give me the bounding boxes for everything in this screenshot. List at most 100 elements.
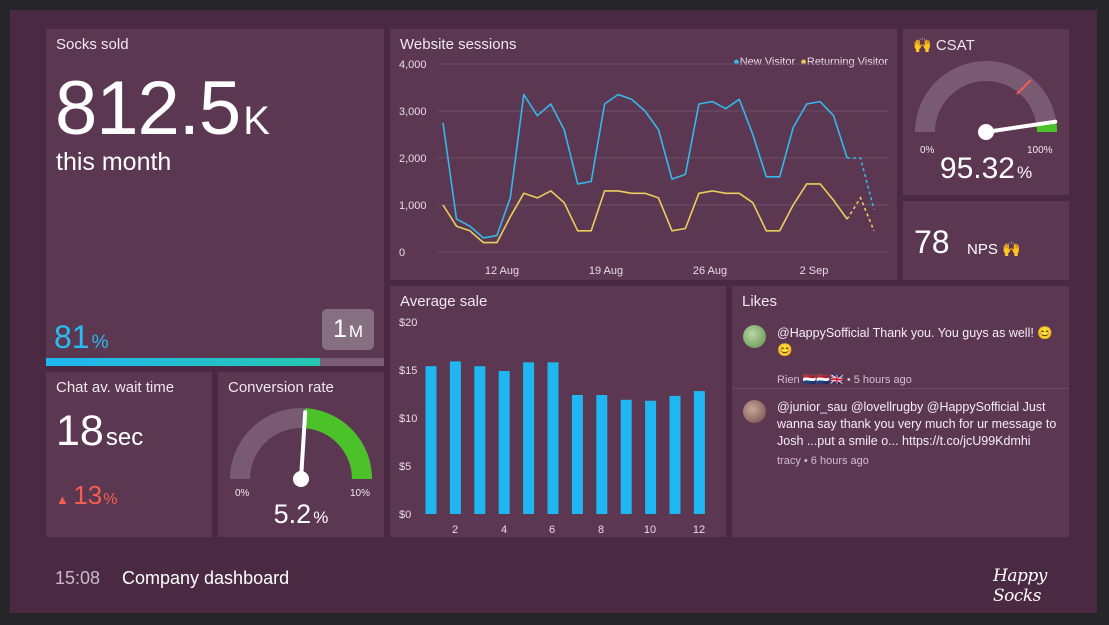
socks-goal-value: 1 [332, 315, 347, 343]
sessions-y-tick: 1,000 [399, 200, 427, 212]
returning-visitor-projection [846, 196, 875, 232]
returning-visitor-line [442, 183, 848, 244]
legend-dot-new: ● [733, 56, 740, 68]
csat-needle-hub [978, 124, 994, 140]
csat-max-label: 100% [1027, 145, 1053, 156]
sessions-y-tick: 0 [399, 247, 405, 259]
conversion-panel: Conversion rate 0% 10% 5.2% [218, 372, 384, 537]
conversion-needle-hub [293, 471, 309, 487]
avg-sale-x-tick: 12 [693, 524, 705, 536]
csat-unit: % [1016, 163, 1033, 182]
average-sale-bar [596, 395, 608, 514]
csat-target-marker [1016, 79, 1032, 95]
avg-sale-x-tick: 8 [598, 524, 604, 536]
avg-sale-y-tick: $20 [399, 317, 417, 329]
sessions-y-tick: 4,000 [399, 59, 427, 71]
conversion-value: 5.2 [273, 499, 312, 529]
csat-gauge-track [915, 61, 1057, 133]
average-sale-panel: Average sale $20 $15 $10 $5 $0 2 4 6 8 1… [390, 286, 726, 537]
nps-label: NPS 🙌 [967, 241, 1021, 258]
avatar [743, 400, 766, 423]
chat-wait-panel: Chat av. wait time 18sec ▲ 13% [46, 372, 212, 537]
trend-up-icon: ▲ [56, 492, 69, 507]
socks-sold-unit: K [243, 99, 270, 143]
sessions-panel: Website sessions ●New Visitor ●Returning… [390, 29, 897, 280]
sessions-title: Website sessions [400, 36, 517, 53]
average-sale-bar [425, 366, 437, 514]
like-item-meta: Rien 🇳🇱🇳🇱🇬🇧 • 5 hours ago [777, 374, 912, 386]
legend-new-visitor: New Visitor [739, 56, 796, 68]
socks-progress-track [46, 358, 384, 366]
csat-title: 🙌 CSAT [913, 37, 975, 54]
like-item: @HappySofficial Thank you. You guys as w… [732, 321, 1069, 389]
new-visitor-projection [847, 157, 875, 210]
new-visitor-line [442, 93, 848, 239]
avg-sale-x-tick: 6 [549, 524, 555, 536]
conversion-max-label: 10% [350, 488, 370, 499]
socks-sold-subtitle: this month [56, 148, 172, 176]
sessions-legend: ●New Visitor ●Returning Visitor [733, 56, 888, 68]
csat-readout: 95.32% [903, 152, 1069, 186]
socks-sold-title: Socks sold [56, 36, 129, 53]
csat-min-label: 0% [920, 145, 935, 156]
average-sale-bar [620, 399, 632, 514]
conversion-gauge-fill [303, 408, 372, 480]
average-sale-bar [645, 400, 657, 514]
footer-title: Company dashboard [122, 568, 290, 588]
legend-returning-visitor: Returning Visitor [806, 56, 888, 68]
sessions-x-tick: 26 Aug [693, 265, 727, 277]
conversion-needle [299, 410, 308, 481]
like-item: @junior_sau @lovellrugby @HappySofficial… [732, 389, 1069, 479]
sessions-y-tick: 2,000 [399, 153, 427, 165]
chat-wait-readout: 18sec [56, 407, 143, 456]
avatar [743, 325, 766, 348]
chat-wait-change-value: 13 [73, 480, 103, 510]
socks-sold-number: 812.5 [55, 66, 241, 151]
avg-sale-y-tick: $15 [399, 365, 417, 377]
chat-wait-value: 18 [56, 407, 104, 455]
socks-progress-unit: % [91, 332, 109, 353]
chat-wait-unit: sec [105, 424, 144, 451]
socks-progress-value: 81 [54, 319, 90, 355]
likes-title: Likes [742, 293, 778, 310]
likes-panel: Likes @HappySofficial Thank you. You guy… [732, 286, 1069, 537]
legend-dot-returning: ● [800, 56, 807, 68]
socks-progress-label: 81% [54, 319, 109, 356]
chat-wait-change: ▲ 13% [56, 480, 117, 511]
like-item-meta: tracy • 6 hours ago [777, 455, 869, 467]
csat-needle [984, 119, 1058, 134]
sessions-y-tick: 3,000 [399, 106, 427, 118]
average-sale-chart: $20 $15 $10 $5 $0 2 4 6 8 10 12 [399, 317, 705, 536]
average-sale-bar [669, 395, 681, 514]
chat-wait-title: Chat av. wait time [56, 379, 175, 396]
footer-time: 15:08 [55, 568, 101, 588]
happy-socks-logo: Happy Socks [993, 566, 1047, 606]
conversion-unit: % [313, 508, 329, 527]
average-sale-bar [449, 361, 461, 514]
average-sale-bar [571, 395, 583, 514]
conversion-min-label: 0% [235, 488, 250, 499]
socks-sold-value: 812.5K [55, 65, 270, 152]
csat-value: 95.32 [939, 152, 1015, 185]
csat-panel: 🙌 CSAT 0% 100% 95.32% [903, 29, 1069, 195]
nps-panel: 78 NPS 🙌 [903, 201, 1069, 280]
like-item-text: @HappySofficial Thank you. You guys as w… [777, 326, 1053, 357]
avg-sale-y-tick: $10 [399, 413, 417, 425]
average-sale-bar [474, 366, 486, 514]
chat-wait-change-unit: % [103, 491, 118, 508]
avg-sale-x-tick: 2 [452, 524, 458, 536]
csat-gauge: 0% 100% [915, 61, 1058, 156]
sessions-x-tick: 12 Aug [485, 265, 519, 277]
socks-goal-unit: M [348, 322, 364, 341]
socks-progress-fill [46, 358, 320, 366]
avg-sale-x-tick: 4 [501, 524, 507, 536]
average-sale-bar [693, 391, 705, 514]
nps-value: 78 [914, 224, 950, 260]
sessions-chart: 4,000 3,000 2,000 1,000 0 12 Aug 19 Aug … [399, 59, 888, 277]
avg-sale-y-tick: $5 [399, 461, 411, 473]
average-sale-bar [498, 371, 510, 514]
